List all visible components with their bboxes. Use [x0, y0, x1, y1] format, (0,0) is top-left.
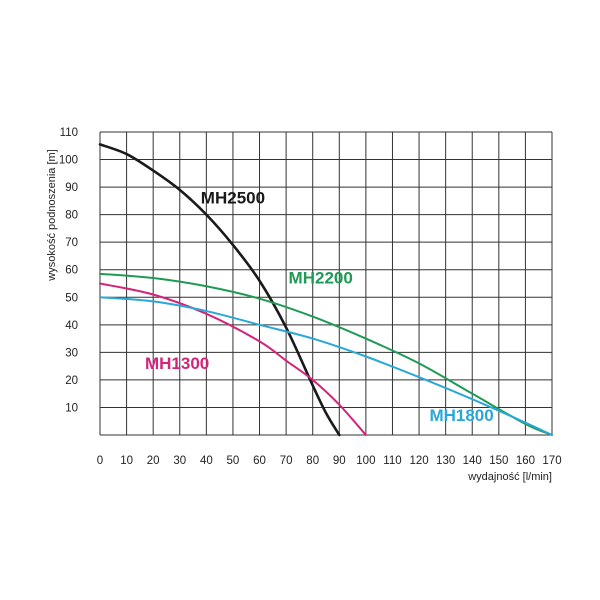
- x-tick-label: 80: [306, 455, 319, 467]
- x-tick-label: 20: [147, 455, 160, 467]
- x-axis-label: wydajność [l/min]: [467, 471, 552, 483]
- y-tick-label: 50: [65, 292, 78, 304]
- y-tick-label: 100: [59, 155, 78, 167]
- x-tick-label: 100: [356, 455, 375, 467]
- y-tick-labels: 10 20 30 40 50 60 70 80 90 100 110: [59, 127, 78, 414]
- x-tick-labels: 0 10 20 30 40 50 60 70 80 90 100 110 120 130 140 150 160…: [97, 455, 562, 467]
- x-tick-label: 40: [200, 455, 213, 467]
- y-tick-label: 70: [65, 237, 78, 249]
- x-tick-label: 90: [333, 455, 346, 467]
- x-tick-label: 60: [253, 455, 266, 467]
- series-line-mh2500: [98, 143, 341, 437]
- series-label-mh2200: MH2200: [289, 269, 353, 288]
- x-tick-label: 150: [489, 455, 508, 467]
- y-tick-label: 30: [65, 347, 78, 359]
- series-line-mh1300: [99, 282, 367, 436]
- x-tick-label: 130: [436, 455, 455, 467]
- x-tick-label: 160: [516, 455, 535, 467]
- series-label-mh2500: MH2500: [201, 189, 265, 208]
- x-tick-label: 10: [120, 455, 133, 467]
- x-tick-label: 30: [173, 455, 186, 467]
- series-labels: MH2500 MH2200 MH1300 MH1800: [145, 189, 494, 426]
- y-tick-label: 60: [65, 265, 78, 277]
- x-tick-label: 170: [542, 455, 561, 467]
- y-tick-label: 40: [65, 320, 78, 332]
- x-tick-label: 120: [409, 455, 428, 467]
- series-line-mh1800: [99, 296, 553, 436]
- y-axis-label: wysokość podnoszenia [m]: [46, 149, 58, 281]
- x-tick-label: 70: [280, 455, 293, 467]
- y-tick-label: 110: [60, 127, 78, 139]
- series-line-mh2200: [99, 272, 553, 436]
- x-tick-label: 140: [463, 455, 482, 467]
- series-label-mh1800: MH1800: [429, 406, 493, 425]
- series-curves: [98, 143, 553, 437]
- x-tick-label: 50: [227, 455, 240, 467]
- x-tick-label: 0: [97, 455, 103, 467]
- y-tick-label: 90: [65, 182, 78, 194]
- y-tick-label: 20: [65, 375, 78, 387]
- x-tick-label: 110: [383, 455, 401, 467]
- series-label-mh1300: MH1300: [145, 354, 209, 373]
- y-tick-label: 80: [65, 210, 78, 222]
- y-tick-label: 10: [65, 402, 78, 414]
- grid: [99, 131, 553, 436]
